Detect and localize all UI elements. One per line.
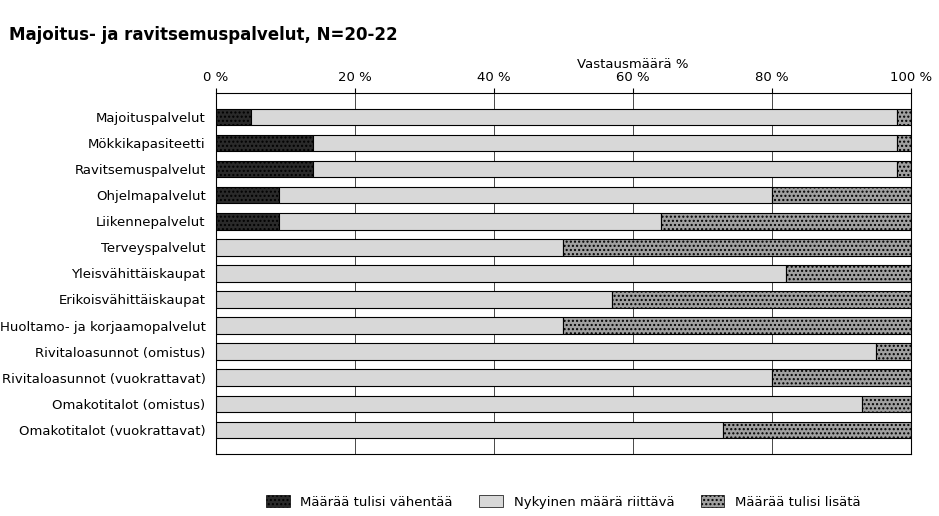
Bar — [279, 214, 661, 230]
Bar — [862, 395, 911, 412]
Bar — [216, 265, 786, 282]
Bar — [661, 214, 911, 230]
Bar — [216, 214, 279, 230]
Bar — [897, 109, 911, 125]
Bar — [612, 292, 911, 308]
Bar — [216, 317, 563, 333]
Bar — [314, 162, 897, 178]
Bar — [216, 239, 563, 255]
Bar — [563, 239, 911, 255]
Text: Vastausmäärä %: Vastausmäärä % — [577, 57, 688, 71]
Bar — [314, 135, 897, 152]
Bar — [216, 109, 251, 125]
Bar — [723, 422, 911, 438]
Bar — [786, 265, 911, 282]
Bar — [876, 344, 911, 360]
Bar — [216, 369, 772, 385]
Text: Majoitus- ja ravitsemuspalvelut, N=20-22: Majoitus- ja ravitsemuspalvelut, N=20-22 — [9, 26, 398, 44]
Bar — [216, 187, 279, 203]
Bar — [897, 135, 911, 152]
Bar — [563, 317, 911, 333]
Bar — [216, 162, 314, 178]
Bar — [216, 344, 876, 360]
Bar — [216, 422, 723, 438]
Bar — [772, 369, 911, 385]
Bar — [772, 187, 911, 203]
Bar — [216, 292, 612, 308]
Bar — [279, 187, 772, 203]
Bar — [251, 109, 897, 125]
Bar — [216, 395, 862, 412]
Legend: Määrää tulisi vähentää, Nykyinen määrä riittävä, Määrää tulisi lisätä: Määrää tulisi vähentää, Nykyinen määrä r… — [266, 495, 861, 509]
Bar — [897, 162, 911, 178]
Bar — [216, 135, 314, 152]
